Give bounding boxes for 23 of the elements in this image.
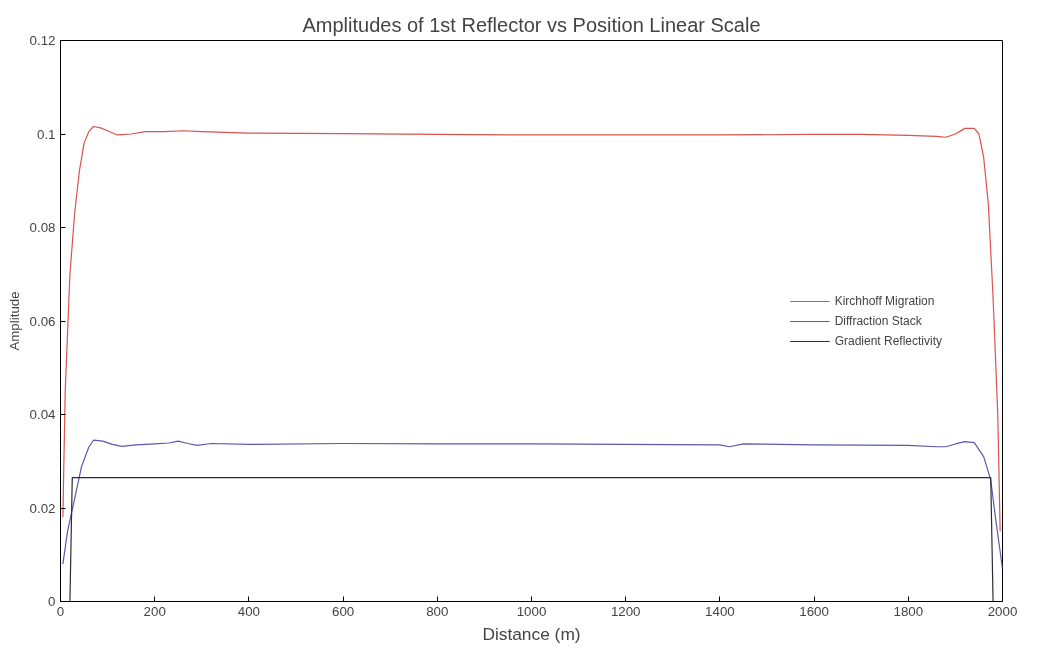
x-tick-label: 600 (331, 603, 355, 619)
x-tick-label: 1600 (799, 603, 829, 619)
x-tick-label: 1000 (516, 603, 547, 619)
y-tick-label: 0.1 (36, 126, 56, 142)
legend-label: Diffraction Stack (834, 313, 922, 328)
x-tick-label: 1800 (893, 603, 924, 619)
line-series (62, 125, 1001, 532)
y-tick-label: 0.06 (29, 313, 56, 329)
x-tick-label: 1400 (705, 603, 735, 619)
y-tick-label: 0.12 (29, 33, 56, 48)
x-tick-label: 2000 (987, 603, 1018, 619)
y-tick-label: 0.02 (29, 500, 56, 516)
chart-title: Amplitudes of 1st Reflector vs Position Linear Scale (302, 13, 761, 36)
x-axis-title: Distance (m) (482, 623, 581, 644)
y-tick-label: 0.08 (29, 220, 56, 235)
y-tick-label: 0.04 (29, 407, 57, 422)
x-tick-label: 1200 (610, 603, 641, 619)
legend-label: Kirchhoff Migration (834, 293, 935, 308)
x-tick-label: 400 (237, 603, 261, 619)
y-axis-title: Amplitude (6, 291, 22, 351)
legend-label: Gradient Reflectivity (834, 333, 942, 348)
x-tick-label: 200 (143, 603, 166, 619)
x-tick-label: 800 (426, 603, 449, 619)
